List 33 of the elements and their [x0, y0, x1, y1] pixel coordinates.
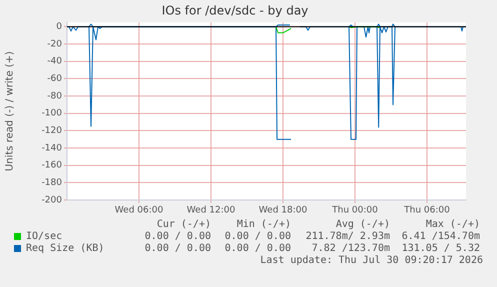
y-tick-label: -100: [42, 108, 62, 119]
text: Avg (-/+): [336, 219, 390, 230]
y-tick-label: -120: [42, 126, 62, 136]
legend-label: Req Size (KB): [26, 243, 104, 254]
y-axis-title: Units read (-) / write (+): [4, 51, 16, 172]
text: 211.78m/ 2.93m: [306, 231, 390, 242]
y-tick-label: -200: [42, 195, 62, 206]
text: 0.00 / 0.00: [144, 231, 211, 242]
y-tick-label: -60: [47, 74, 62, 84]
text: 131.05 / 5.32: [402, 243, 480, 254]
text: 0.00 / 0.00: [224, 231, 291, 242]
text: Min (-/+): [236, 219, 291, 230]
x-tick-label: Wed 12:00: [186, 206, 236, 216]
x-tick-label: Thu 00:00: [331, 206, 378, 216]
y-tick-label: -80: [47, 91, 62, 102]
y-tick-label: -160: [42, 160, 62, 171]
legend-label: IO/sec: [26, 231, 62, 242]
text: 7.82 /123.70m: [312, 243, 390, 254]
text: Max (-/+): [426, 219, 480, 230]
y-tick-label: -20: [47, 39, 62, 50]
y-tick-label: 0: [56, 22, 62, 32]
text: 6.41 /154.70m: [402, 231, 480, 242]
x-tick-label: Wed 06:00: [114, 206, 164, 216]
y-tick-label: -180: [42, 178, 62, 188]
text: Last update: Thu Jul 30 09:20:17 2026: [260, 255, 483, 266]
y-tick-label: -40: [47, 56, 62, 67]
text: 0.00 / 0.00: [144, 243, 211, 254]
text: Cur (-/+): [156, 219, 211, 230]
text: 0.00 / 0.00: [224, 243, 291, 254]
x-tick-label: Thu 06:00: [403, 206, 450, 216]
chart-title: IOs for /dev/sdc - by day: [162, 3, 308, 18]
x-tick-label: Wed 18:00: [258, 206, 308, 216]
y-tick-label: -140: [42, 143, 62, 154]
